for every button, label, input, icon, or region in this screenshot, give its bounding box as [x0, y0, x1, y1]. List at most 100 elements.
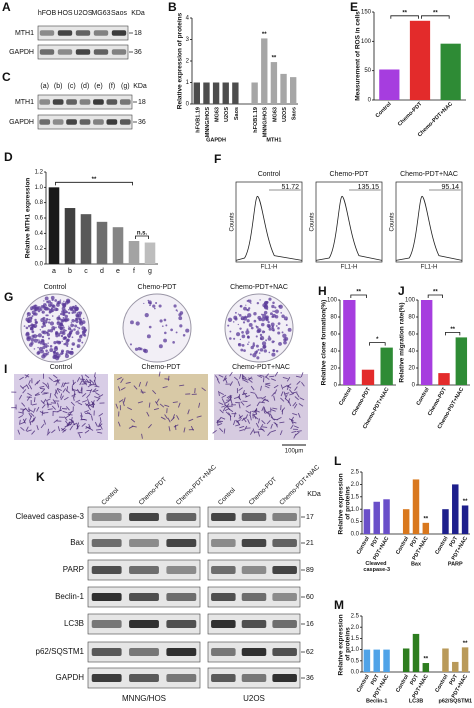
cell — [81, 374, 84, 380]
colony — [255, 325, 258, 327]
colony — [64, 314, 69, 319]
colony — [28, 343, 33, 347]
group-label: MTH1 — [266, 137, 281, 143]
cell — [21, 402, 26, 407]
bar — [420, 300, 433, 385]
cell — [84, 403, 90, 407]
cell — [92, 382, 98, 387]
cell — [19, 419, 21, 425]
colony — [149, 304, 151, 307]
colony — [163, 338, 167, 343]
colony — [69, 350, 74, 356]
cell — [286, 376, 291, 382]
blot-band — [166, 513, 197, 521]
colony — [74, 324, 78, 328]
colony — [227, 324, 230, 327]
colony — [82, 332, 86, 336]
cell — [242, 400, 248, 403]
cell — [270, 429, 276, 433]
colony — [161, 325, 164, 327]
colony — [263, 349, 267, 353]
cell — [88, 403, 94, 408]
cell — [34, 381, 39, 386]
colony — [266, 308, 269, 310]
colony — [227, 317, 233, 322]
colony — [38, 339, 40, 341]
colony — [71, 319, 75, 323]
cell — [260, 385, 262, 391]
colony — [62, 332, 65, 334]
cell — [61, 408, 68, 410]
bar — [144, 242, 156, 264]
colony — [139, 347, 143, 351]
colony — [239, 338, 242, 341]
comparison-bracket — [55, 181, 133, 186]
cell — [244, 394, 250, 398]
cell — [25, 426, 29, 432]
bar — [402, 648, 410, 672]
cell — [36, 425, 39, 431]
cell — [233, 396, 239, 399]
cell — [80, 412, 83, 418]
colony — [256, 301, 260, 305]
cell — [71, 393, 77, 397]
cell — [28, 384, 33, 390]
colony — [255, 344, 259, 348]
cell — [279, 430, 283, 436]
cell — [42, 382, 47, 386]
kda-label: 18 — [134, 30, 142, 37]
blot-band — [129, 539, 159, 547]
colony — [59, 318, 62, 321]
cell — [93, 379, 97, 385]
cell — [118, 386, 121, 392]
cell — [46, 401, 49, 407]
colony — [182, 333, 186, 337]
cell — [22, 389, 27, 394]
cell — [91, 415, 93, 421]
colony — [39, 329, 42, 331]
cell — [87, 383, 93, 388]
cell — [257, 418, 261, 424]
cell — [22, 384, 27, 389]
colony — [265, 308, 267, 310]
colony — [282, 333, 287, 339]
y-axis-label: Measurement of ROS in cells — [355, 11, 362, 101]
cell — [82, 418, 88, 421]
colony — [53, 329, 55, 331]
cell — [92, 388, 97, 393]
colony — [144, 313, 149, 318]
cell — [98, 423, 103, 428]
colony — [173, 304, 177, 308]
cell — [286, 383, 292, 388]
comparison-label: * — [376, 337, 379, 343]
cell — [41, 410, 44, 416]
protein-label: Bax — [70, 538, 84, 547]
protein-label: PARP — [63, 565, 84, 574]
cell — [62, 388, 67, 393]
colony — [272, 349, 276, 353]
colony — [81, 341, 84, 344]
blot-band — [93, 30, 109, 36]
y-tick-label: 1.0 — [351, 507, 360, 513]
comparison-bracket — [369, 342, 386, 346]
colony — [229, 330, 232, 333]
lane-label: Control — [217, 486, 237, 506]
significance: ** — [272, 56, 277, 62]
cell — [228, 408, 234, 413]
cell — [236, 419, 241, 423]
colony — [270, 322, 275, 327]
y-axis-label: Relative expression of proteins — [337, 613, 351, 676]
cell — [242, 390, 245, 396]
image-title: Chemo-PDT — [142, 364, 182, 371]
cell — [61, 382, 64, 388]
image-title: Chemo-PDT — [138, 284, 178, 291]
blot-band — [91, 648, 122, 656]
colony — [258, 352, 261, 354]
colony — [42, 330, 47, 335]
panel-letter: K — [36, 470, 45, 484]
kda-label: 60 — [306, 594, 314, 601]
image-title: Chemo-PDT+NAC — [232, 364, 290, 371]
colony — [268, 297, 272, 301]
cell — [270, 378, 276, 381]
cell — [294, 386, 298, 391]
